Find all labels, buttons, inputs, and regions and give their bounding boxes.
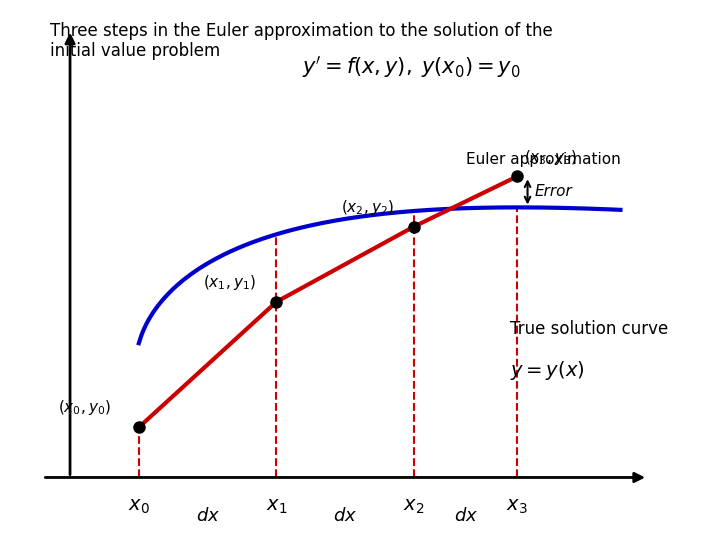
- Text: Three steps in the Euler approximation to the solution of the
initial value prob: Three steps in the Euler approximation t…: [50, 22, 553, 60]
- Text: True solution curve: True solution curve: [510, 320, 669, 338]
- Text: $(x_1, y_1)$: $(x_1, y_1)$: [203, 273, 256, 292]
- Text: $(x_3, y_3)$: $(x_3, y_3)$: [524, 147, 577, 166]
- Text: $x_0$: $x_0$: [128, 497, 150, 516]
- Text: Euler approximation: Euler approximation: [466, 152, 621, 166]
- Text: $y' = f(x, y),\; y(x_0) = y_0$: $y' = f(x, y),\; y(x_0) = y_0$: [302, 54, 521, 80]
- Text: $dx$: $dx$: [454, 507, 478, 525]
- Text: $(x_2, y_2)$: $(x_2, y_2)$: [341, 198, 393, 217]
- Text: Error: Error: [534, 184, 572, 199]
- Text: $dx$: $dx$: [196, 507, 220, 525]
- Text: $(x_0, y_0)$: $(x_0, y_0)$: [58, 399, 112, 417]
- Text: $x_3$: $x_3$: [506, 497, 528, 516]
- Text: $x_2$: $x_2$: [403, 497, 425, 516]
- Text: $y = y(x)$: $y = y(x)$: [510, 360, 585, 382]
- Text: $x_1$: $x_1$: [266, 497, 287, 516]
- Text: $dx$: $dx$: [333, 507, 357, 525]
